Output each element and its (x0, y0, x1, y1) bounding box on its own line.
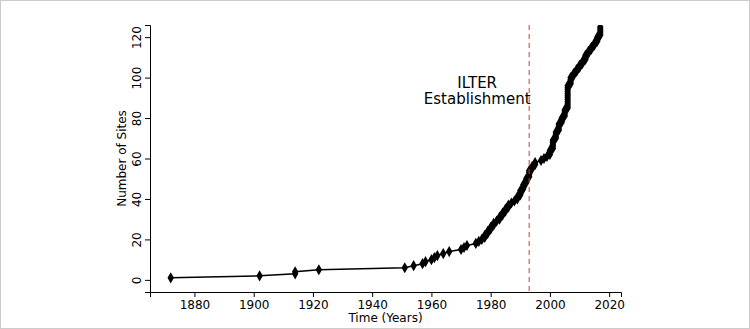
x-tick-mark (609, 292, 610, 297)
x-tick-mark (313, 292, 314, 297)
y-tick-mark (145, 37, 150, 38)
marker (464, 240, 470, 251)
y-tick: 80 (130, 111, 150, 126)
x-tick-mark (491, 292, 492, 297)
y-axis-line (145, 26, 151, 293)
x-tick-mark (194, 292, 195, 297)
y-tick-label: 60 (130, 151, 144, 166)
x-tick: 1980 (476, 292, 507, 312)
x-tick-mark (254, 292, 255, 297)
marker (292, 266, 298, 277)
y-tick: 120 (130, 26, 150, 49)
y-tick-label: 20 (130, 232, 144, 247)
annotation-line-text: Establishment (424, 90, 531, 108)
marker (410, 260, 416, 271)
x-tick: 2000 (535, 292, 566, 312)
x-tick-label: 2000 (535, 298, 566, 312)
marker (168, 272, 174, 283)
x-tick-label: 1880 (180, 298, 211, 312)
x-tick-label: 2020 (594, 298, 625, 312)
x-axis: 1880 1900 1920 1940 1960 1980 2000 2020 (151, 292, 625, 312)
y-tick: 40 (130, 192, 150, 207)
y-tick-label: 120 (130, 26, 144, 49)
marker (402, 262, 408, 273)
y-tick: 0 (130, 277, 150, 285)
x-tick: 1920 (298, 292, 329, 312)
annotation-line (529, 25, 530, 292)
y-tick-mark (145, 159, 150, 160)
y-tick-mark (145, 78, 150, 79)
marker (440, 248, 446, 259)
marker (446, 246, 452, 257)
annotation-text: ILTEREstablishment (424, 74, 531, 108)
y-tick: 100 (130, 67, 150, 90)
y-tick-mark (145, 280, 150, 281)
marker (422, 256, 428, 267)
plot: 1880 1900 1920 1940 1960 1980 2000 2020 0 20 40 60 8… (130, 21, 625, 311)
y-tick: 20 (130, 232, 150, 247)
marker (597, 25, 603, 33)
x-tick-mark (550, 292, 551, 297)
y-tick: 60 (130, 151, 150, 166)
marker (256, 270, 262, 281)
x-tick-label: 1900 (239, 298, 270, 312)
chart: 1880 1900 1920 1940 1960 1980 2000 2020 0 20 40 60 8… (0, 0, 750, 329)
x-tick-label: 1980 (476, 298, 507, 312)
x-tick: 1900 (239, 292, 270, 312)
x-tick-mark (431, 292, 432, 297)
x-tick: 1880 (180, 292, 211, 312)
y-tick-label: 100 (130, 67, 144, 90)
marks (168, 25, 604, 292)
y-tick-label: 40 (130, 192, 144, 207)
markers (168, 25, 604, 283)
y-axis: 0 20 40 60 80 100 120 (130, 26, 151, 293)
marker (532, 157, 538, 168)
y-tick-label: 0 (130, 277, 144, 285)
x-tick: 1960 (417, 292, 448, 312)
series-line (171, 27, 601, 278)
x-tick-label: 1940 (357, 298, 388, 312)
y-tick-mark (145, 239, 150, 240)
x-tick: 1940 (357, 292, 388, 312)
figure-frame (1, 1, 750, 329)
y-tick-mark (145, 118, 150, 119)
marker (434, 250, 440, 261)
x-tick-label: 1960 (417, 298, 448, 312)
x-axis-line (151, 293, 622, 298)
y-tick-label: 80 (130, 111, 144, 126)
x-tick: 2020 (594, 292, 625, 312)
x-axis-title: Time (Years) (347, 311, 422, 325)
x-tick-mark (372, 292, 373, 297)
marker (316, 264, 322, 275)
y-axis-title: Number of Sites (115, 110, 129, 207)
x-tick-label: 1920 (298, 298, 329, 312)
y-tick-mark (145, 199, 150, 200)
